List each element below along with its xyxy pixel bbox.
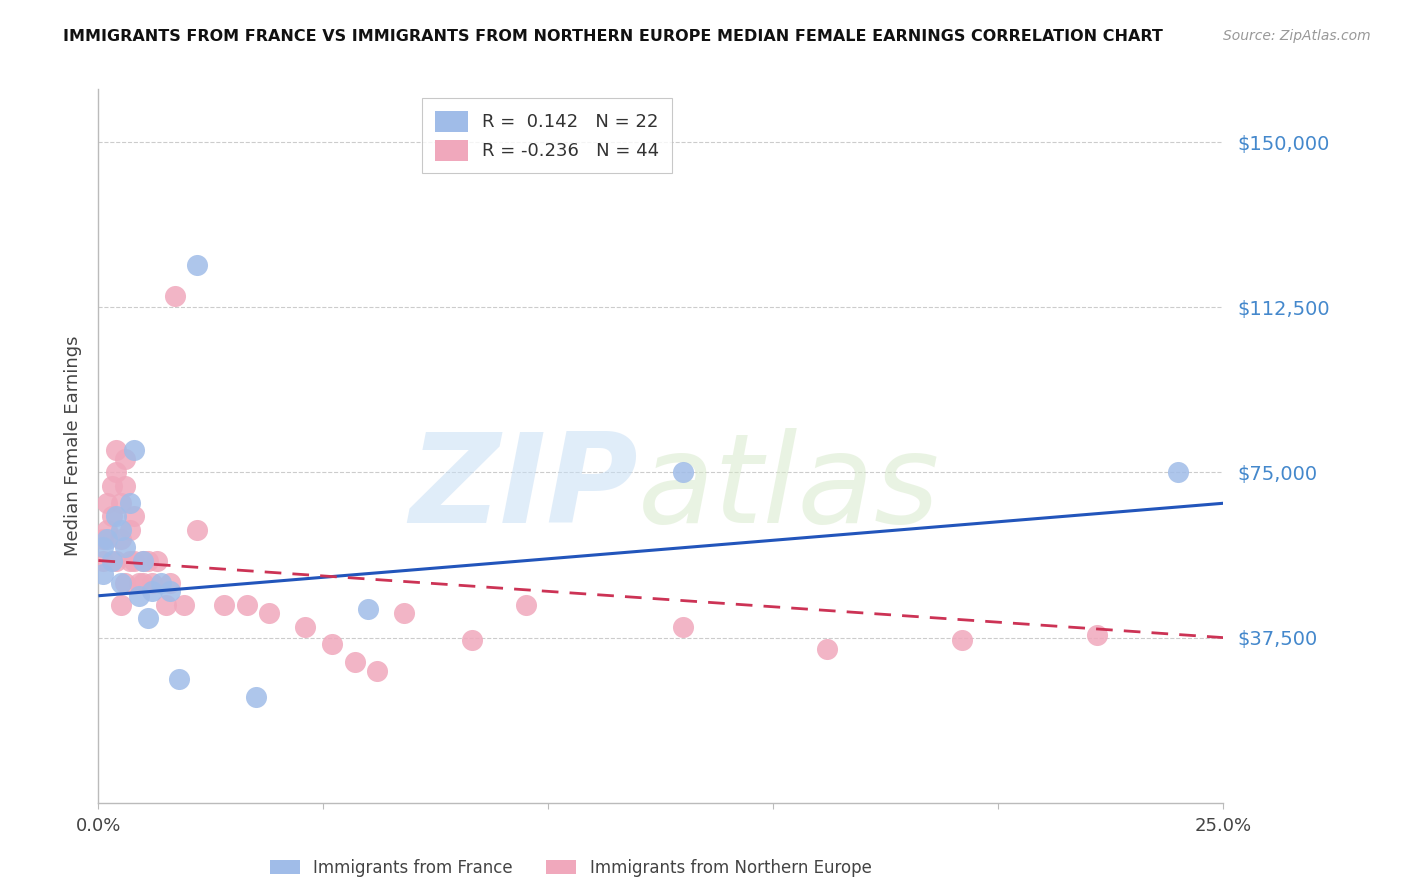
Point (128, 575, 150, 590)
Point (1167, 466, 1189, 480)
Point (672, 619, 695, 633)
Point (163, 289, 186, 303)
Point (186, 259, 208, 273)
Point (124, 509, 146, 524)
Point (101, 553, 124, 567)
Point (461, 632, 484, 647)
Point (136, 611, 159, 625)
Text: IMMIGRANTS FROM FRANCE VS IMMIGRANTS FROM NORTHERN EUROPE MEDIAN FEMALE EARNINGS: IMMIGRANTS FROM FRANCE VS IMMIGRANTS FRO… (63, 29, 1163, 44)
Point (357, 602, 380, 616)
Point (159, 584, 181, 599)
Point (114, 575, 136, 590)
Point (132, 553, 155, 567)
Point (114, 478, 136, 492)
Point (110, 523, 132, 537)
Point (110, 598, 132, 612)
Point (150, 575, 173, 590)
Point (114, 452, 136, 467)
Point (672, 466, 695, 480)
Point (118, 553, 141, 567)
Point (259, 607, 281, 621)
Point (815, 641, 838, 656)
Point (105, 443, 128, 458)
Point (110, 575, 132, 590)
Point (155, 598, 177, 612)
Point (105, 466, 128, 480)
Point (343, 655, 366, 669)
Point (118, 523, 141, 537)
Point (91, 566, 114, 581)
Point (114, 541, 136, 555)
Point (214, 598, 236, 612)
Point (950, 632, 973, 647)
Point (96, 532, 118, 546)
Point (96, 523, 118, 537)
Point (146, 553, 169, 567)
Point (124, 553, 146, 567)
Point (245, 690, 267, 704)
Point (118, 496, 141, 510)
Point (105, 553, 128, 567)
Point (136, 553, 159, 567)
Point (141, 584, 163, 599)
Legend: Immigrants from France, Immigrants from Northern Europe: Immigrants from France, Immigrants from … (262, 850, 880, 885)
Point (321, 637, 343, 651)
Point (128, 589, 150, 603)
Text: Source: ZipAtlas.com: Source: ZipAtlas.com (1223, 29, 1371, 43)
Point (91, 532, 114, 546)
Point (91, 553, 114, 567)
Point (159, 575, 181, 590)
Y-axis label: Median Female Earnings: Median Female Earnings (63, 335, 82, 557)
Point (394, 607, 416, 621)
Point (515, 598, 537, 612)
Point (132, 553, 155, 567)
Point (366, 664, 388, 678)
Text: ZIP: ZIP (409, 428, 638, 549)
Point (110, 496, 132, 510)
Point (124, 443, 146, 458)
Point (96, 496, 118, 510)
Point (294, 619, 316, 633)
Point (101, 509, 124, 524)
Point (1085, 628, 1108, 642)
Point (110, 532, 132, 546)
Text: atlas: atlas (638, 428, 941, 549)
Point (105, 509, 128, 524)
Point (169, 673, 191, 687)
Point (141, 575, 163, 590)
Point (91, 541, 114, 555)
Point (132, 575, 155, 590)
Point (236, 598, 259, 612)
Point (173, 598, 195, 612)
Point (186, 523, 208, 537)
Point (101, 478, 124, 492)
